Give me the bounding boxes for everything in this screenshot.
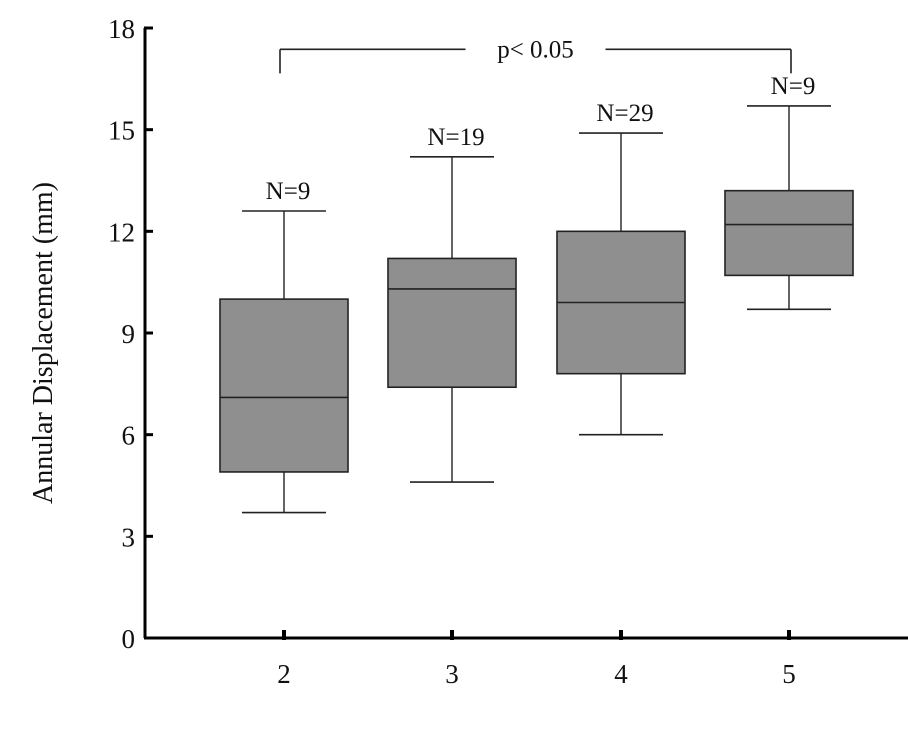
box-4: N=29 bbox=[556, 100, 686, 436]
box-2: N=9 bbox=[219, 178, 349, 514]
y-tick-label: 15 bbox=[108, 116, 135, 146]
y-tick-label: 12 bbox=[108, 217, 135, 247]
x-tick-label: 2 bbox=[277, 659, 291, 689]
iqr-box bbox=[724, 189, 854, 277]
box-3: N=19 bbox=[387, 124, 517, 483]
sample-size-label: N=9 bbox=[771, 73, 816, 100]
y-tick-label: 9 bbox=[122, 319, 136, 349]
y-tick-label: 0 bbox=[122, 624, 136, 654]
x-tick-label: 3 bbox=[445, 659, 459, 689]
y-tick-label: 6 bbox=[122, 421, 136, 451]
annotations: p< 0.05 bbox=[279, 36, 792, 74]
significance-label: p< 0.05 bbox=[497, 36, 574, 63]
y-axis-title: Annular Displacement (mm) bbox=[28, 182, 59, 504]
box-series: N=9 N=19 N=29 N=9 bbox=[219, 73, 854, 514]
axes: 0 3 6 9 12 15 18 2 3 4 5 bbox=[108, 14, 908, 689]
sample-size-label: N=29 bbox=[596, 100, 653, 127]
iqr-box bbox=[219, 298, 349, 473]
x-tick-label: 5 bbox=[782, 659, 796, 689]
y-tick-label: 18 bbox=[108, 14, 135, 44]
iqr-box bbox=[387, 257, 517, 389]
sample-size-label: N=9 bbox=[266, 178, 311, 205]
x-tick-label: 4 bbox=[614, 659, 628, 689]
y-tick-label: 3 bbox=[122, 522, 136, 552]
sample-size-label: N=19 bbox=[427, 124, 484, 151]
box-5: N=9 bbox=[724, 73, 854, 311]
